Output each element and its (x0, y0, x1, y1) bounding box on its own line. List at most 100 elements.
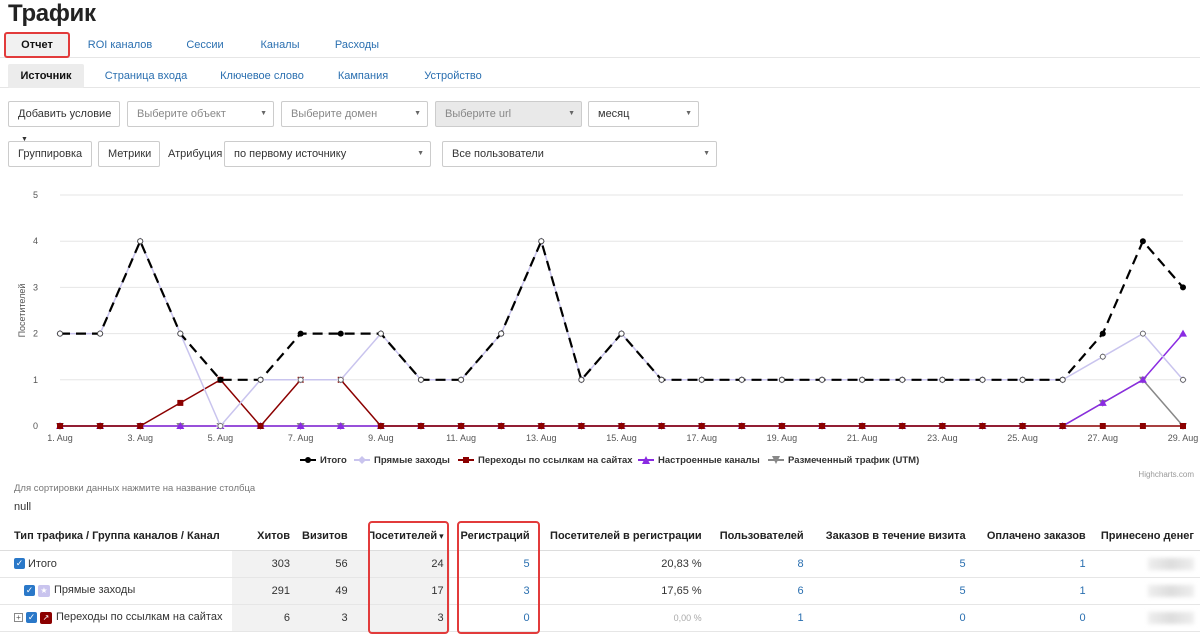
row-name: Итого (28, 557, 57, 570)
attribution-select-value: по первому источнику (234, 148, 347, 160)
chart-credits-link[interactable]: Highcharts.com (1138, 470, 1194, 479)
cell-users[interactable]: 6 (707, 577, 810, 605)
sort-desc-icon: ▾ (439, 530, 444, 541)
col-users[interactable]: Пользователей (707, 522, 810, 551)
data-point (336, 422, 345, 429)
col-revenue[interactable]: Принесено денег (1091, 522, 1200, 551)
tab-expenses[interactable]: Расходы (334, 39, 380, 51)
data-point (57, 423, 63, 429)
cell-orders[interactable]: 5 (809, 550, 972, 578)
checkbox-checked-icon[interactable]: ✓ (24, 585, 35, 597)
domain-select[interactable]: Выберите домен ▼ (281, 101, 428, 127)
cell-registrations[interactable]: 3 (449, 577, 536, 605)
data-point (498, 330, 505, 337)
data-point (578, 376, 585, 383)
paid-link[interactable]: 1 (1079, 584, 1086, 597)
paid-link[interactable]: 1 (1079, 557, 1086, 570)
legend-item-direct[interactable]: Прямые заходы (354, 455, 450, 466)
legend-item-utm[interactable]: Размеченный трафик (UTM) (768, 455, 919, 466)
tab-sessions[interactable]: Сессии (186, 39, 224, 51)
url-select-placeholder: Выберите url (445, 108, 512, 120)
cell-conversion: 0,00 % (535, 604, 708, 632)
cell-users[interactable]: 1 (707, 604, 810, 632)
chevron-down-icon: ▼ (568, 110, 575, 117)
attribution-select[interactable]: по первому источнику ▼ (224, 141, 431, 167)
cell-orders[interactable]: 0 (809, 604, 972, 632)
tab-campaign[interactable]: Кампания (337, 70, 389, 82)
object-select[interactable]: Выберите объект ▼ (127, 101, 274, 127)
data-point (618, 330, 625, 337)
tab-roi-channels[interactable]: ROI каналов (87, 39, 153, 51)
sub-tabs: Источник Страница входа Ключевое слово К… (0, 62, 1200, 88)
cell-paid[interactable]: 1 (971, 550, 1092, 578)
chevron-down-icon: ▼ (260, 110, 267, 117)
registrations-link[interactable]: 5 (523, 557, 530, 570)
legend-label: Размеченный трафик (UTM) (788, 455, 920, 466)
col-traffic-type[interactable]: Тип трафика / Группа каналов / Канал (0, 522, 232, 551)
expand-plus-icon[interactable]: + (14, 613, 23, 623)
x-tick-label: 1. Aug (47, 433, 73, 443)
col-visitors[interactable]: Посетителей ▾ (353, 522, 450, 551)
chevron-down-icon: ▼ (414, 110, 421, 117)
users-link[interactable]: 8 (797, 557, 804, 570)
checkbox-checked-icon[interactable]: ✓ (26, 612, 37, 624)
cell-visits: 3 (296, 604, 354, 632)
x-tick-label: 9. Aug (368, 433, 394, 443)
checkbox-checked-icon[interactable]: ✓ (14, 558, 25, 570)
data-point (698, 423, 705, 429)
x-tick-label: 13. Aug (526, 433, 557, 443)
series-line (60, 237, 1184, 383)
legend-item-referrals[interactable]: Переходы по ссылкам на сайтах (458, 455, 633, 466)
data-point (176, 422, 185, 429)
data-point (1019, 423, 1026, 429)
x-tick-label: 5. Aug (208, 433, 234, 443)
registrations-link[interactable]: 3 (523, 584, 530, 597)
cell-paid[interactable]: 1 (971, 577, 1092, 605)
col-hits[interactable]: Хитов (232, 522, 296, 551)
x-tick-label: 11. Aug (446, 433, 476, 443)
col-visits[interactable]: Визитов (296, 522, 354, 551)
legend-item-custom-channels[interactable]: Настроенные каналы (638, 455, 760, 466)
data-point (1139, 423, 1146, 429)
cell-paid[interactable]: 0 (971, 604, 1092, 632)
data-point (1099, 330, 1106, 337)
col-registrations[interactable]: Регистраций (449, 522, 536, 551)
orders-link[interactable]: 5 (959, 584, 966, 597)
col-orders[interactable]: Заказов в течение визита (809, 522, 972, 551)
table-header-row: Тип трафика / Группа каналов / Канал Хит… (0, 522, 1200, 551)
period-select[interactable]: месяц ▼ (588, 101, 699, 127)
col-paid-orders[interactable]: Оплачено заказов (971, 522, 1092, 551)
col-conversion[interactable]: Посетителей в регистрации (535, 522, 708, 551)
tab-source[interactable]: Источник (8, 64, 84, 88)
cell-users[interactable]: 8 (707, 550, 810, 578)
tab-entry-page[interactable]: Страница входа (104, 70, 188, 82)
cell-registrations[interactable]: 5 (449, 550, 536, 578)
add-condition-button[interactable]: Добавить условие ▼ (8, 101, 120, 143)
data-point (939, 376, 946, 383)
col-visitors-label: Посетителей (367, 529, 438, 542)
cell-hits: 6 (232, 604, 296, 632)
cell-orders[interactable]: 5 (809, 577, 972, 605)
tab-channels[interactable]: Каналы (260, 39, 300, 51)
cell-registrations[interactable]: 0 (449, 604, 536, 632)
legend-item-total[interactable]: Итого (300, 455, 347, 466)
revenue-redacted (1148, 611, 1194, 624)
data-point (337, 376, 344, 383)
paid-link[interactable]: 0 (1079, 611, 1086, 624)
y-tick-label: 4 (33, 236, 38, 246)
tab-keyword[interactable]: Ключевое слово (220, 70, 304, 82)
tab-device[interactable]: Устройство (424, 70, 482, 82)
metrics-label: Метрики (108, 148, 152, 160)
data-point (618, 423, 625, 429)
series-line (60, 378, 1183, 428)
users-link[interactable]: 6 (797, 584, 804, 597)
orders-link[interactable]: 5 (959, 557, 966, 570)
orders-link[interactable]: 0 (959, 611, 966, 624)
data-point (1180, 423, 1186, 429)
users-select[interactable]: Все пользователи ▼ (442, 141, 717, 167)
users-link[interactable]: 1 (797, 611, 804, 624)
registrations-link[interactable]: 0 (523, 611, 530, 624)
tab-report[interactable]: Отчет (4, 32, 70, 58)
metrics-button[interactable]: Метрики (98, 141, 160, 167)
grouping-button[interactable]: Группировка (8, 141, 92, 167)
